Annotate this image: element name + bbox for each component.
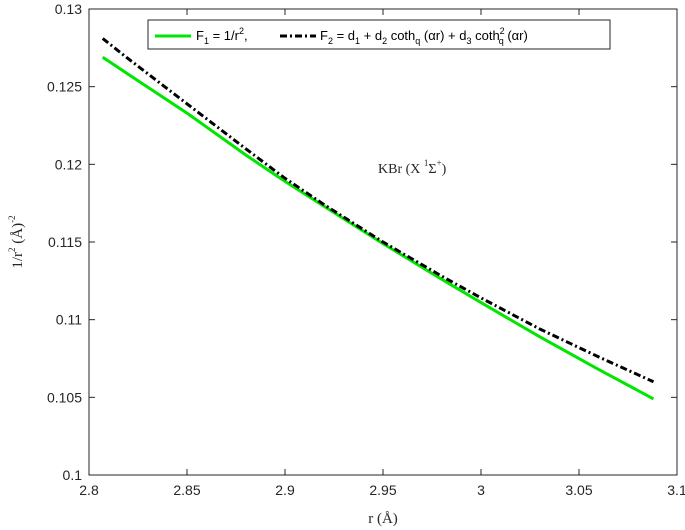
axis-ticks bbox=[88, 8, 678, 476]
y-tick-label: 0.105 bbox=[47, 389, 82, 405]
y-tick-labels: 0.1 0.105 0.11 0.115 0.12 0.125 0.13 bbox=[47, 1, 82, 483]
legend-box bbox=[147, 19, 611, 50]
x-axis-label: r (Å) bbox=[368, 511, 398, 527]
y-tick-label: 0.13 bbox=[55, 1, 82, 17]
legend-label-f2: F2 = d1 + d2 cothq (αr) + d3 coth2 q (αr) bbox=[320, 26, 528, 46]
legend-label-f1: F1 = 1/r2, bbox=[196, 26, 248, 46]
y-axis-label: 1/r2 (Å)-2 bbox=[7, 215, 26, 268]
x-tick-labels: 2.8 2.85 2.9 2.95 3 3.05 3.1 bbox=[79, 482, 685, 498]
x-tick-label: 2.85 bbox=[173, 482, 200, 498]
y-tick-label: 0.125 bbox=[47, 79, 82, 95]
y-tick-label: 0.115 bbox=[48, 234, 82, 250]
y-tick-label: 0.11 bbox=[56, 312, 82, 328]
series-lines bbox=[101, 37, 655, 401]
x-tick-label: 2.95 bbox=[369, 482, 396, 498]
series-line-f2 bbox=[101, 37, 655, 384]
y-tick-label: 0.12 bbox=[55, 156, 82, 172]
x-tick-label: 2.8 bbox=[79, 482, 99, 498]
x-tick-label: 3 bbox=[477, 482, 485, 498]
molecule-annotation: KBr (X 1Σ+) bbox=[378, 158, 447, 177]
series-line-f1 bbox=[101, 55, 655, 401]
y-tick-label: 0.1 bbox=[63, 467, 83, 483]
legend: F1 = 1/r2, F2 = d1 + d2 cothq (αr) + d3 … bbox=[147, 19, 611, 50]
x-tick-label: 3.1 bbox=[667, 482, 685, 498]
x-tick-label: 3.05 bbox=[565, 482, 592, 498]
x-tick-label: 2.9 bbox=[275, 482, 295, 498]
